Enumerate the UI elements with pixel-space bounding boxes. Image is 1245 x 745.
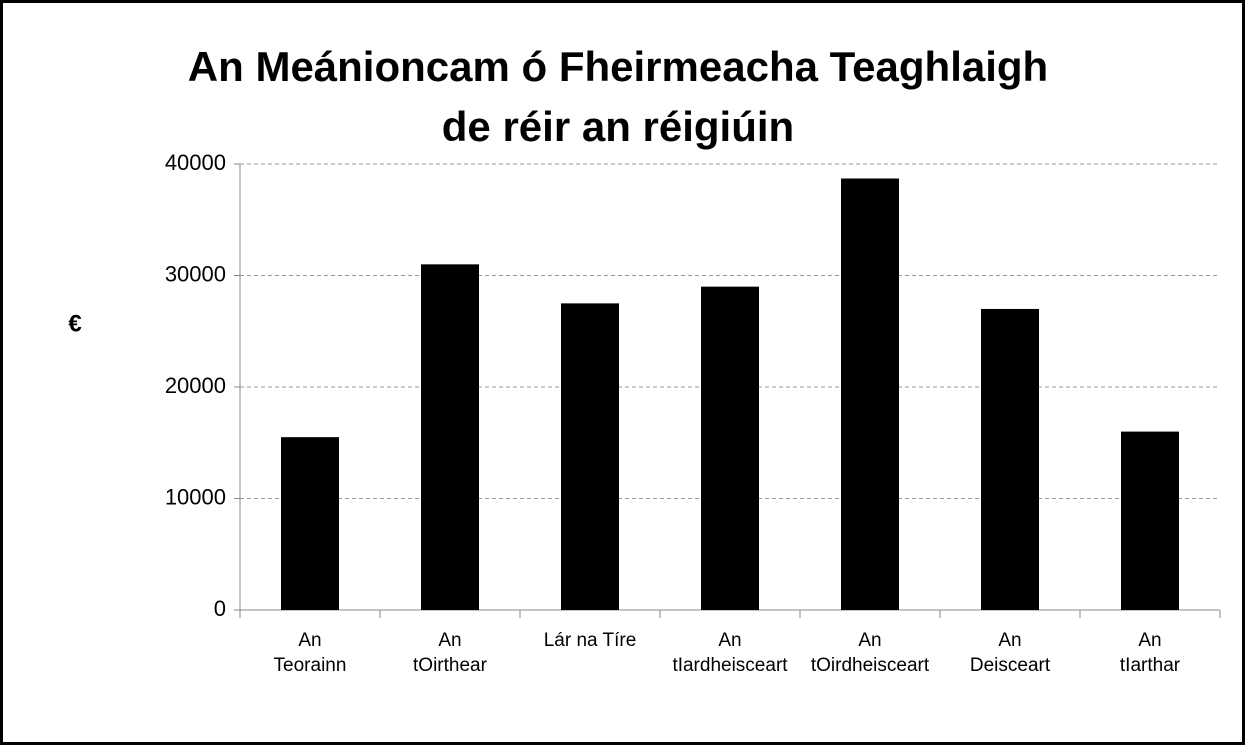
bar: [701, 286, 759, 610]
chart-title: An Meánioncam ó Fheirmeacha Teaghlaigh: [188, 43, 1048, 90]
bar: [421, 264, 479, 610]
y-tick-label: 10000: [165, 484, 226, 509]
bar: [981, 308, 1039, 610]
y-tick-label: 20000: [165, 373, 226, 398]
y-tick-label: 40000: [165, 150, 226, 175]
x-tick-label: An tIarthar: [1119, 630, 1181, 676]
x-tick-label: Lár na Tíre: [543, 630, 637, 651]
bar: [281, 437, 339, 610]
x-tick-label: An tIardheisceart: [672, 630, 788, 676]
x-tick-label: An tOirthear: [413, 630, 487, 676]
y-axis-label: €: [68, 310, 81, 337]
y-tick-label: 0: [214, 596, 226, 621]
chart-subtitle: de réir an réigiúin: [442, 103, 794, 150]
bar: [1121, 431, 1179, 610]
bar: [841, 178, 899, 610]
y-tick-label: 30000: [165, 261, 226, 286]
x-tick-label: An tOirdheisceart: [810, 630, 930, 676]
x-tick-label: An Deisceart: [969, 630, 1051, 676]
x-tick-label: An Teorainn: [273, 630, 347, 676]
bar: [561, 303, 619, 610]
